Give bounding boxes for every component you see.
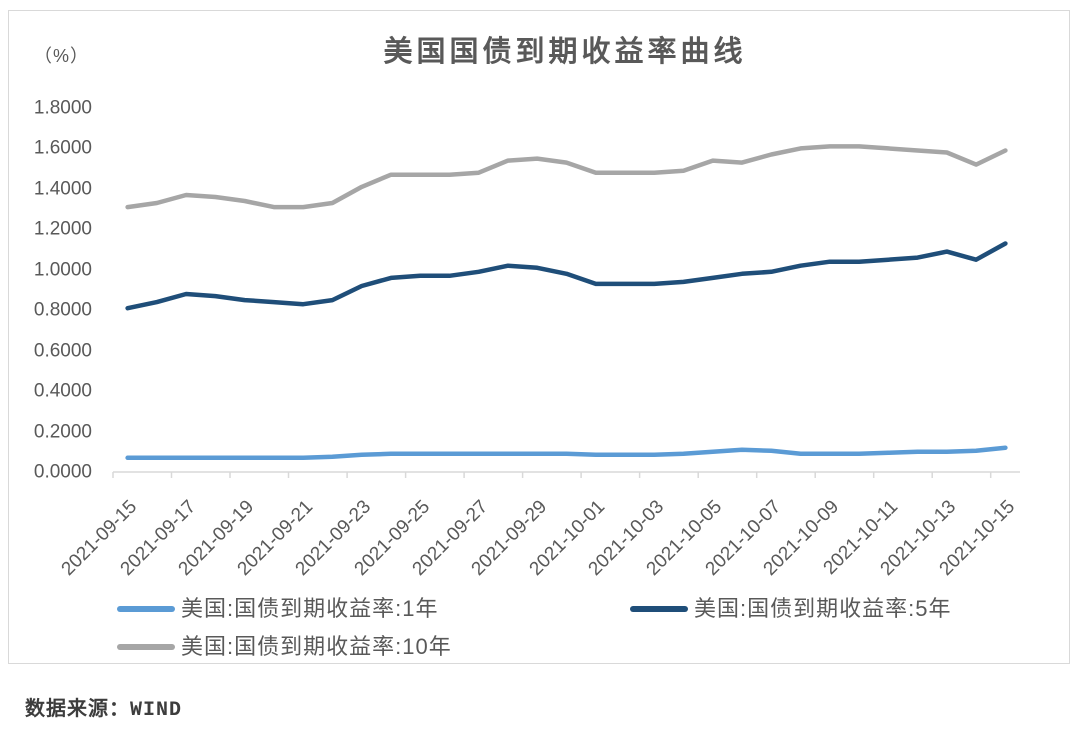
y-tick-label: 0.2000 [33, 421, 92, 443]
legend-item-1y: 美国:国债到期收益率:1年 [117, 596, 439, 621]
chart-container [8, 10, 1070, 664]
y-tick-label: 1.8000 [33, 97, 92, 119]
legend-swatch-10y-icon [117, 644, 175, 651]
chart-title: 美国国债到期收益率曲线 [383, 36, 747, 68]
data-source: 数据来源：WIND [25, 699, 183, 722]
y-tick-label: 0.4000 [33, 380, 92, 402]
y-tick-label: 1.0000 [33, 259, 92, 281]
y-tick-label: 0.8000 [33, 299, 92, 321]
legend-swatch-1y-icon [117, 606, 175, 613]
legend-label-1y: 美国:国债到期收益率:1年 [181, 596, 439, 621]
legend-swatch-5y-icon [630, 606, 688, 613]
y-tick-label: 1.4000 [33, 178, 92, 200]
y-tick-label: 1.2000 [33, 218, 92, 240]
y-tick-label: 0.6000 [33, 340, 92, 362]
y-axis-unit-label: （%） [34, 46, 90, 66]
legend-label-5y: 美国:国债到期收益率:5年 [694, 596, 952, 621]
legend-item-10y: 美国:国债到期收益率:10年 [117, 634, 452, 659]
y-tick-label: 0.0000 [33, 461, 92, 483]
y-tick-label: 1.6000 [33, 137, 92, 159]
legend-item-5y: 美国:国债到期收益率:5年 [630, 596, 952, 621]
legend-label-10y: 美国:国债到期收益率:10年 [181, 634, 452, 659]
